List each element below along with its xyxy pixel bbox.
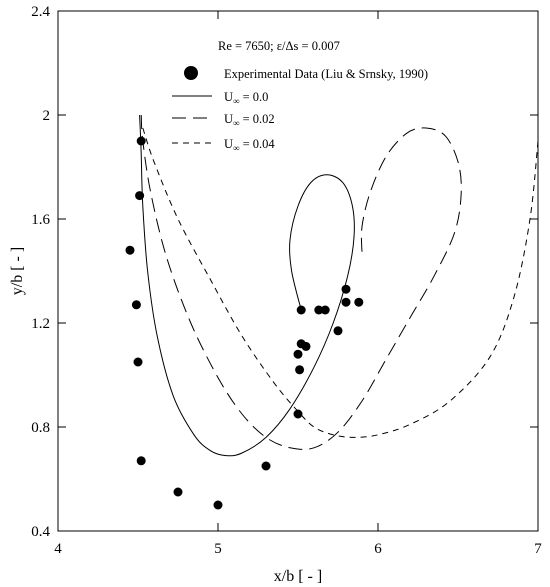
legend-label-u004: U∞ = 0.04 <box>224 137 275 153</box>
y-tick-label: 1.2 <box>31 316 50 332</box>
data-point <box>131 300 141 310</box>
data-point <box>295 365 305 375</box>
data-point <box>293 409 303 419</box>
curves-layer <box>139 114 538 457</box>
y-tick-label: 2.4 <box>31 4 50 20</box>
data-point <box>341 297 351 307</box>
legend-marker-experimental <box>184 66 198 80</box>
series-line-2 <box>142 127 538 438</box>
legend: Re = 7650; ε/Δs = 0.007 Experimental Dat… <box>172 39 428 153</box>
data-point <box>213 500 223 510</box>
y-tick-label: 0.8 <box>31 420 50 436</box>
data-point <box>136 456 146 466</box>
data-point <box>133 357 143 367</box>
x-tick-label: 6 <box>374 541 382 557</box>
legend-label-u0: U∞ = 0.0 <box>224 90 268 106</box>
plot-frame <box>57 10 539 532</box>
x-axis-title: x/b [ - ] <box>274 568 322 585</box>
legend-label-u002: U∞ = 0.02 <box>224 112 275 128</box>
data-point <box>301 341 311 351</box>
data-point <box>354 297 364 307</box>
chart-title: Re = 7650; ε/Δs = 0.007 <box>218 39 340 53</box>
data-point <box>333 326 343 336</box>
y-tick-label: 2 <box>43 108 51 124</box>
scatter-layer <box>125 136 364 510</box>
series-line-0 <box>139 114 355 457</box>
series-line-1 <box>140 114 462 450</box>
data-point <box>135 191 145 201</box>
data-point <box>125 245 135 255</box>
data-point <box>341 284 351 294</box>
x-tick-label: 4 <box>54 541 62 557</box>
data-point <box>314 305 324 315</box>
x-tick-label: 5 <box>214 541 222 557</box>
data-point <box>261 461 271 471</box>
data-point <box>173 487 183 497</box>
axis-ticks: 4 5 6 7 0.4 0.8 1.2 1.6 2 2.4 <box>31 4 542 557</box>
y-tick-label: 0.4 <box>31 524 50 540</box>
data-point <box>320 305 330 315</box>
data-point <box>136 136 146 146</box>
y-axis-title: y/b [ - ] <box>9 247 26 295</box>
legend-label-experimental: Experimental Data (Liu & Srnsky, 1990) <box>224 67 428 81</box>
data-point <box>296 305 306 315</box>
y-tick-label: 1.6 <box>31 212 50 228</box>
data-point <box>293 349 303 359</box>
x-tick-label: 7 <box>534 541 542 557</box>
